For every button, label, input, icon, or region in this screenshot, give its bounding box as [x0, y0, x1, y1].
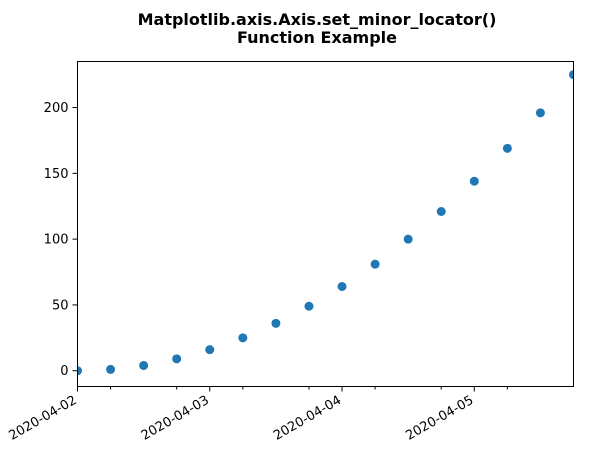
- data-point: [569, 70, 574, 80]
- data-point: [304, 301, 314, 311]
- x-tick-label: 2020-04-04: [271, 393, 344, 444]
- chart-title-line-2: Function Example: [237, 28, 397, 47]
- x-tick-label: 2020-04-03: [139, 393, 212, 444]
- data-point: [436, 207, 446, 216]
- data-point: [469, 176, 479, 186]
- data-point: [403, 234, 413, 244]
- data-point: [106, 364, 116, 374]
- data-point: [172, 354, 182, 364]
- data-point: [337, 282, 347, 291]
- data-point: [535, 108, 545, 118]
- y-tick-label: 0: [60, 364, 68, 379]
- y-tick-label: 200: [44, 101, 69, 116]
- x-tick-label: 2020-04-05: [403, 393, 476, 444]
- data-point: [238, 333, 248, 343]
- y-tick-label: 100: [44, 233, 69, 248]
- data-point: [205, 345, 215, 355]
- axes-frame: [77, 61, 574, 387]
- series-points: [77, 70, 574, 376]
- data-point: [502, 143, 512, 153]
- data-point: [139, 360, 149, 370]
- y-tick-label: 50: [52, 298, 69, 313]
- data-point: [77, 366, 82, 376]
- data-point: [370, 259, 380, 269]
- y-tick-label: 150: [44, 167, 69, 182]
- x-tick-label: 2020-04-02: [7, 393, 80, 444]
- chart-title-line-1: Matplotlib.axis.Axis.set_minor_locator(): [138, 10, 497, 29]
- data-point: [271, 318, 281, 328]
- plot-area: 0 50 100 150 200 2020-04-02 2020-04-03 2020-04-…: [7, 70, 574, 444]
